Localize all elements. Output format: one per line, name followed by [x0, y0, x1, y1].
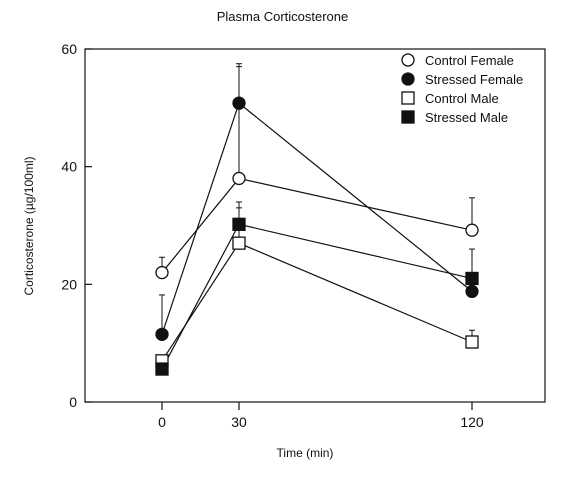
legend-control-female-label: Control Female	[425, 53, 514, 68]
control-female-point	[465, 223, 479, 237]
plot-frame	[84, 48, 546, 403]
x-tick-label: 120	[460, 414, 484, 430]
legend-control-male-label: Control Male	[425, 91, 499, 106]
error-bars	[159, 63, 475, 342]
series-lines	[161, 102, 473, 370]
x-tick-label: 0	[158, 414, 166, 430]
y-tick-label: 20	[61, 276, 77, 292]
y-tick-label: 60	[61, 41, 77, 57]
x-ticks: 0 30 120	[158, 402, 484, 430]
legend: Control Female Stressed Female Control Mal…	[401, 53, 523, 125]
x-tick-label: 30	[231, 414, 247, 430]
stressed-male-line	[161, 223, 473, 370]
x-axis-label: Time (min)	[276, 446, 334, 460]
control-female-point	[232, 171, 246, 186]
stressed-male-point	[232, 217, 246, 231]
legend-control-male-marker	[401, 91, 415, 105]
legend-control-female-marker	[401, 53, 415, 67]
control-female-point	[155, 265, 169, 280]
control-male-point	[232, 236, 246, 250]
stressed-female-point	[155, 327, 169, 341]
control-male-line	[161, 242, 473, 362]
stressed-female-point	[232, 96, 246, 110]
stressed-male-point	[155, 362, 169, 376]
chart-title: Plasma Corticosterone	[216, 9, 349, 24]
control-female-line	[161, 177, 473, 273]
data-markers	[155, 96, 479, 376]
stressed-female-point	[465, 284, 479, 299]
y-tick-label: 40	[61, 159, 77, 175]
legend-stressed-male-marker	[401, 110, 415, 124]
stressed-female-line	[161, 102, 473, 335]
control-male-point	[465, 335, 479, 349]
stressed-male-point	[465, 271, 479, 286]
legend-stressed-male-label: Stressed Male	[425, 110, 508, 125]
legend-stressed-female-label: Stressed Female	[425, 72, 523, 87]
y-ticks: 0 20 40 60	[61, 41, 92, 410]
y-tick-label: 0	[69, 394, 77, 410]
legend-stressed-female-marker	[401, 72, 415, 86]
